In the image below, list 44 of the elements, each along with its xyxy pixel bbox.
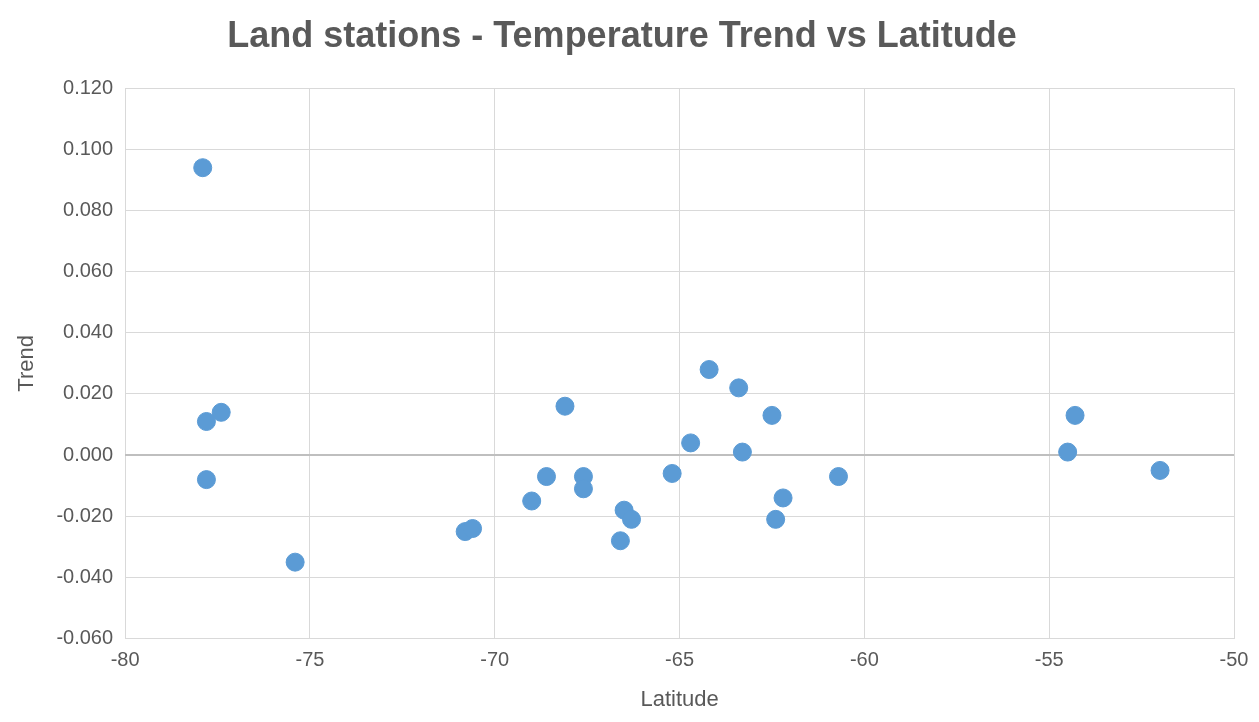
point — [681, 433, 701, 453]
point — [829, 467, 848, 487]
point — [662, 463, 682, 483]
point — [729, 378, 749, 398]
point — [732, 442, 752, 462]
x-tick-label: -65 — [665, 648, 695, 671]
point — [196, 470, 216, 490]
x-tick-label: -70 — [480, 648, 510, 671]
point — [622, 509, 641, 529]
point — [766, 509, 786, 529]
x-tick-label: -80 — [110, 648, 140, 671]
y-tick-label: 0.040 — [63, 320, 114, 343]
chart-title: Land stations - Temperature Trend vs Latitude — [227, 13, 1017, 55]
y-axis-title: Trend — [13, 335, 39, 392]
y-tick-label: -0.040 — [56, 564, 114, 587]
x-tick-label: -50 — [1219, 648, 1249, 671]
x-tick-label: -55 — [1034, 648, 1064, 671]
point — [285, 552, 305, 572]
point — [762, 405, 782, 425]
y-tick-label: 0.120 — [63, 75, 114, 98]
point — [610, 531, 630, 551]
y-tick-label: -0.020 — [56, 503, 114, 526]
point — [573, 479, 593, 499]
point — [463, 519, 483, 539]
point — [1065, 405, 1085, 425]
y-tick-label: 0.100 — [63, 136, 114, 159]
point — [211, 402, 231, 422]
point — [773, 488, 793, 508]
y-tick-label: 0.020 — [63, 381, 114, 404]
y-tick-label: 0.080 — [63, 198, 114, 221]
point — [522, 491, 542, 511]
y-tick-label: 0.000 — [63, 442, 114, 465]
point — [193, 158, 213, 178]
point — [555, 396, 575, 416]
point — [1150, 460, 1170, 480]
point — [536, 467, 556, 487]
x-tick-label: -75 — [295, 648, 325, 671]
point — [699, 360, 719, 380]
x-axis-title: Latitude — [640, 685, 719, 711]
y-tick-label: 0.060 — [63, 259, 114, 282]
x-tick-label: -60 — [849, 648, 879, 671]
y-tick-label: -0.060 — [56, 626, 114, 649]
point — [196, 412, 216, 431]
point — [1058, 442, 1078, 462]
